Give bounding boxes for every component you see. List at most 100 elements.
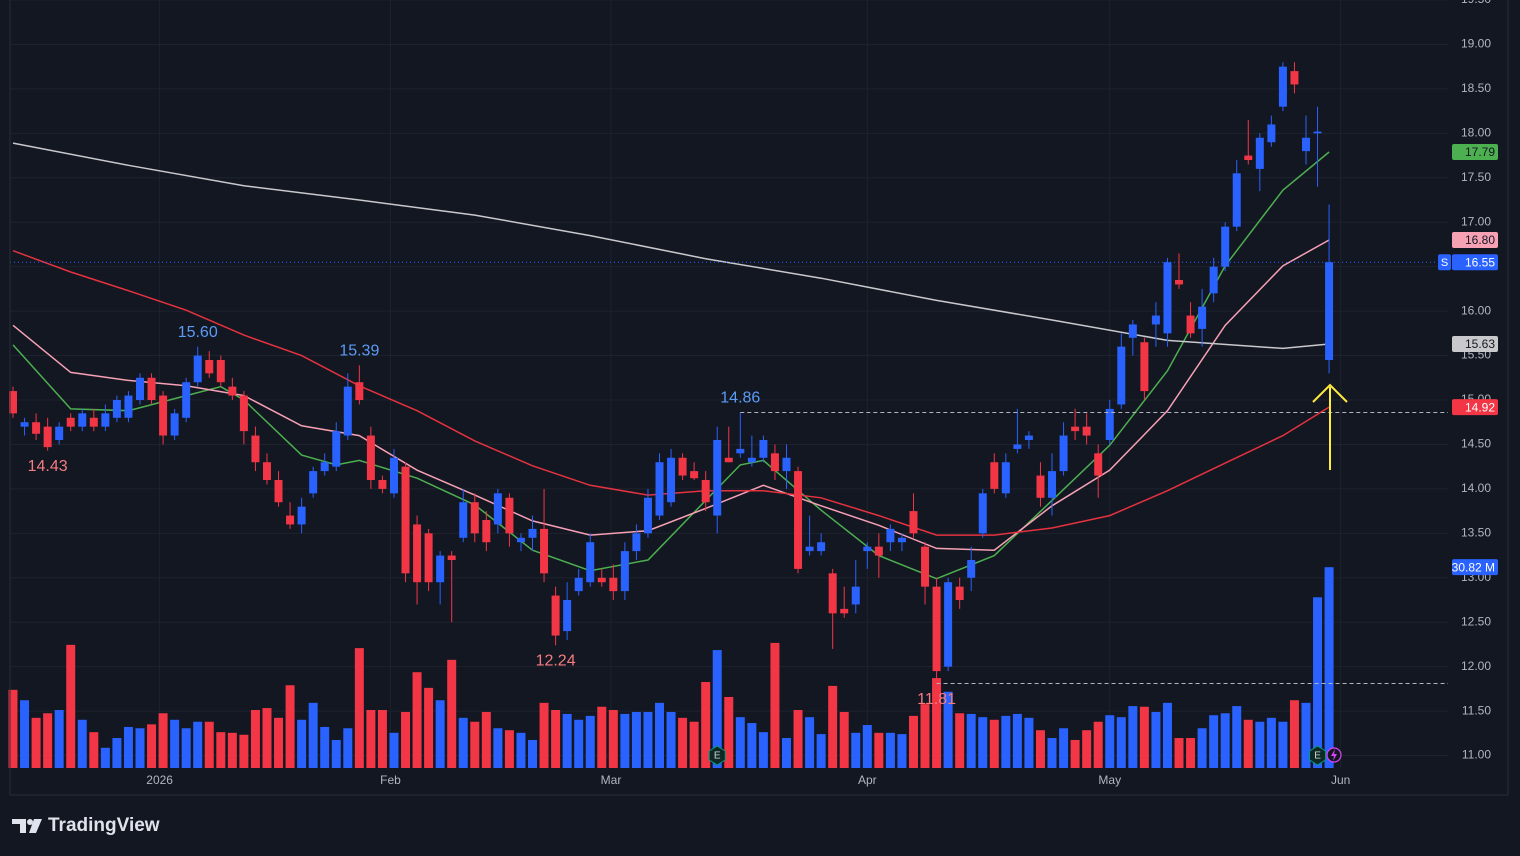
candle-body — [482, 520, 491, 543]
candle-body — [505, 497, 514, 534]
x-tick-label: Apr — [858, 773, 877, 787]
candle-body — [759, 440, 768, 458]
price-label-box — [1452, 144, 1498, 160]
volume-bar — [77, 719, 87, 768]
candle-body — [239, 395, 248, 432]
volume-bar — [1059, 728, 1069, 768]
candle-body — [1198, 306, 1207, 329]
volume-bar — [366, 710, 376, 768]
volume-bar — [1313, 597, 1323, 768]
volume-bar — [608, 710, 618, 768]
volume-bar — [1301, 702, 1311, 768]
candle-body — [424, 533, 433, 583]
event-label: E — [714, 751, 721, 762]
candle-body — [967, 560, 976, 578]
candle-body — [886, 528, 895, 543]
volume-bar — [170, 719, 180, 768]
volume-bar — [1197, 728, 1207, 768]
volume-bar — [724, 696, 734, 768]
y-tick-label: 11.00 — [1462, 748, 1491, 762]
volume-bar — [1070, 739, 1080, 768]
volume-bar — [1128, 706, 1138, 768]
volume-bar — [320, 726, 330, 768]
candle-body — [320, 462, 329, 472]
volume-bar — [1243, 719, 1253, 768]
volume-bar — [793, 710, 803, 768]
x-tick-label: May — [1098, 773, 1121, 787]
volume-bar — [20, 700, 30, 768]
candle-body — [297, 506, 306, 525]
volume-bar — [1093, 721, 1103, 768]
candle-body — [563, 600, 572, 632]
volume-bar — [874, 732, 884, 768]
volume-bar — [1220, 713, 1230, 768]
volume-bar — [620, 713, 630, 768]
volume-bar — [89, 732, 99, 768]
volume-bar — [354, 648, 364, 768]
volume-bar — [504, 730, 514, 768]
volume-bar — [539, 702, 549, 768]
event-badge — [708, 745, 726, 766]
volume-bar — [735, 717, 745, 768]
volume-bar — [1289, 700, 1299, 768]
candle-body — [701, 480, 710, 503]
volume-bar — [1186, 738, 1196, 768]
volume-bar — [597, 706, 607, 768]
volume-bar — [851, 732, 861, 768]
volume-bar — [8, 689, 18, 768]
candle-body — [309, 471, 318, 494]
volume-bar — [112, 738, 122, 768]
extreme-label: 14.86 — [720, 390, 760, 407]
candle-body — [493, 493, 502, 525]
candle-body — [770, 453, 779, 472]
moving-average-line — [12, 249, 1330, 536]
price-label-box — [1452, 336, 1498, 352]
candle-body — [1163, 262, 1172, 334]
candle-body — [643, 497, 652, 534]
candle-body — [378, 480, 387, 489]
candle-body — [1001, 462, 1010, 494]
volume-bar — [285, 685, 295, 768]
y-tick-label: 12.50 — [1461, 614, 1491, 628]
volume-bar — [204, 721, 214, 768]
candle-body — [413, 524, 422, 583]
volume-bar — [389, 732, 399, 768]
candle-body — [1244, 155, 1253, 160]
volume-bar — [216, 732, 226, 768]
y-tick-label: 13.50 — [1461, 526, 1491, 540]
volume-bar — [458, 717, 468, 768]
candle-body — [1325, 262, 1334, 360]
candle-body — [724, 457, 733, 463]
candle-body — [863, 546, 872, 552]
candle-body — [182, 382, 191, 418]
volume-bar — [412, 672, 422, 768]
candle-body — [459, 502, 468, 538]
candle-body — [9, 391, 18, 414]
volume-bar — [435, 700, 445, 768]
y-tick-label: 14.00 — [1461, 481, 1491, 495]
volume-bar — [1278, 721, 1288, 768]
volume-bar — [100, 747, 110, 768]
candle-body — [286, 515, 295, 525]
brand-logo — [12, 819, 42, 833]
y-tick-label: 17.00 — [1461, 214, 1491, 228]
candle-body — [1151, 315, 1160, 325]
candle-body — [1278, 66, 1287, 107]
volume-bar — [193, 721, 203, 768]
volume-bar — [816, 734, 826, 768]
volume-bar — [932, 678, 942, 768]
price-label-box — [1452, 232, 1498, 248]
volume-bar — [135, 728, 145, 768]
price-label-box — [1452, 399, 1498, 416]
volume-bar — [989, 719, 999, 768]
volume-bar — [551, 710, 561, 768]
y-tick-label: 16.00 — [1461, 303, 1491, 317]
x-tick-label: Jun — [1331, 773, 1350, 787]
event-icon-split — [1326, 747, 1342, 763]
candle-body — [1267, 124, 1276, 143]
volume-bar — [839, 711, 849, 768]
candle-body — [366, 435, 375, 480]
y-tick-label: 17.50 — [1461, 170, 1491, 184]
volume-bar — [770, 642, 780, 768]
